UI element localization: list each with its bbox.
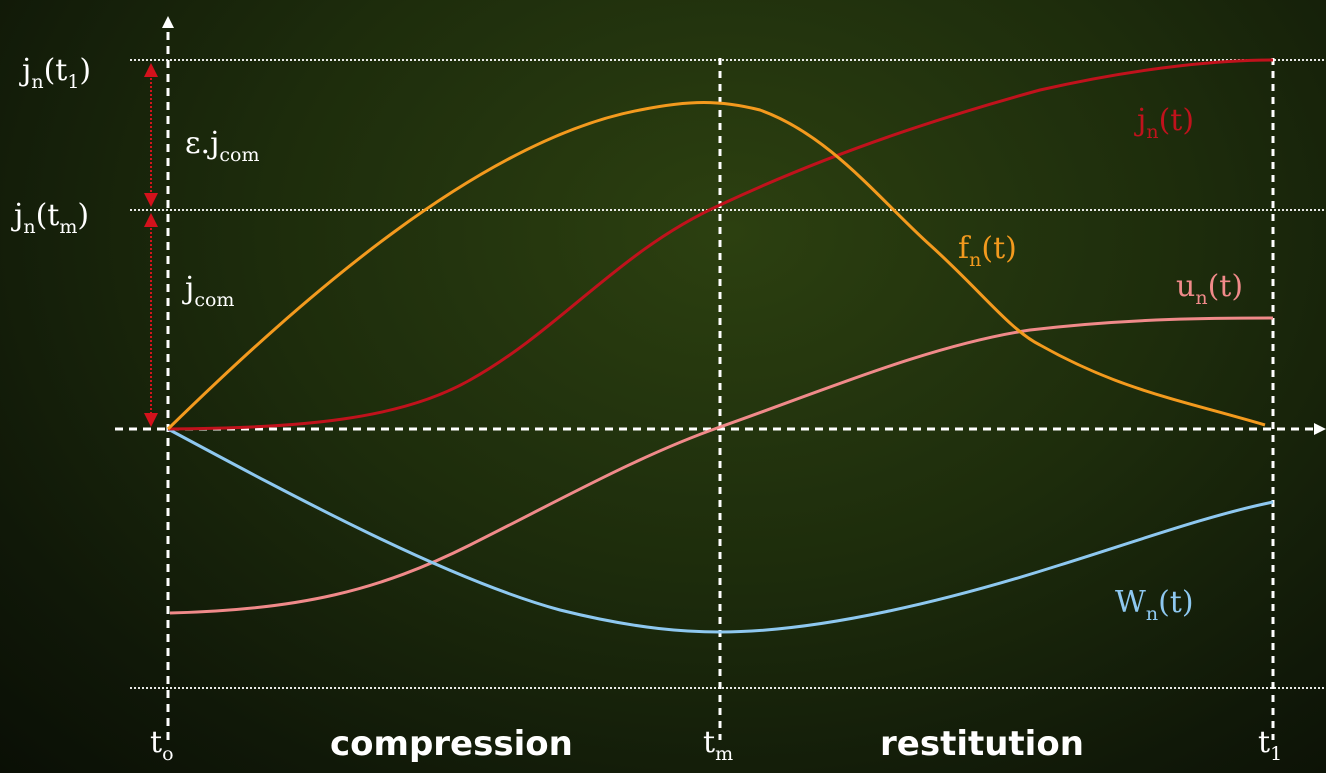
un-curve	[169, 316, 1274, 615]
compression-label: compression	[330, 724, 573, 764]
wn-curve-label: Wn(t)	[1115, 585, 1194, 625]
jn-curve	[167, 58, 1274, 431]
eps-jcom-label: ε.jcom	[185, 126, 260, 166]
jcom-label: jcom	[182, 271, 234, 311]
jn-t1-label: jn(t1)	[19, 53, 91, 93]
curves	[166, 58, 1274, 634]
reference-lines	[130, 59, 1326, 689]
fn-curve-label: fn(t)	[958, 231, 1017, 271]
t1-label: t1	[1258, 725, 1282, 765]
fn-curve	[166, 101, 1266, 431]
tm-label: tm	[703, 725, 733, 765]
restitution-label: restitution	[880, 724, 1084, 764]
jn-curve-label: jn(t)	[1134, 103, 1194, 143]
wn-curve	[167, 427, 1274, 634]
jn-tm-label: jn(tm)	[11, 198, 89, 238]
time-guides	[718, 58, 1275, 740]
un-curve-label: un(t)	[1176, 269, 1243, 309]
t0-label: to	[150, 725, 174, 765]
curve-labels: jn(t) fn(t) un(t) Wn(t)	[958, 103, 1243, 625]
level-labels: jn(t1) jn(tm) ε.jcom jcom	[11, 53, 260, 311]
time-labels: to tm t1 compression restitution	[150, 724, 1282, 765]
